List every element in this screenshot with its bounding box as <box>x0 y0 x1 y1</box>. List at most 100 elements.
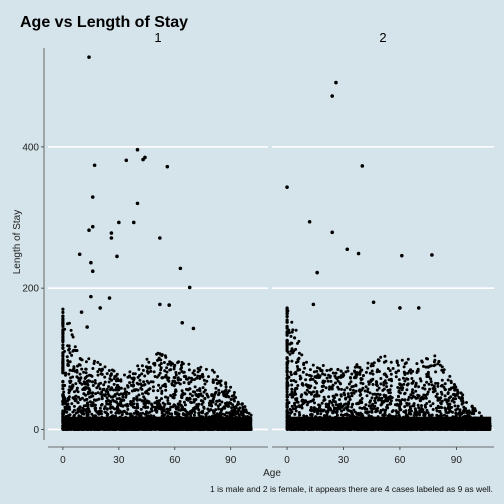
data-point <box>396 386 400 389</box>
data-point <box>394 375 398 379</box>
data-point <box>137 393 141 397</box>
data-point <box>156 389 160 393</box>
data-point <box>122 409 126 413</box>
data-point <box>66 359 70 363</box>
data-point <box>96 384 100 388</box>
data-point <box>113 394 117 398</box>
data-point <box>140 387 144 391</box>
data-point <box>425 372 429 376</box>
data-point <box>126 407 130 411</box>
data-point <box>383 354 387 358</box>
x-axis-label: Age <box>263 468 281 479</box>
data-point <box>67 405 71 409</box>
data-point <box>415 369 419 373</box>
data-point <box>375 388 379 392</box>
data-point <box>217 388 221 392</box>
data-point <box>181 362 185 366</box>
data-point <box>84 409 88 413</box>
data-point <box>75 375 79 379</box>
data-point <box>178 403 182 406</box>
data-point <box>146 371 150 375</box>
data-point <box>304 400 307 404</box>
data-point <box>477 411 481 415</box>
data-point <box>345 386 349 390</box>
data-point <box>86 392 90 396</box>
data-point <box>146 392 150 396</box>
data-point <box>165 366 169 370</box>
data-point <box>300 382 304 385</box>
data-point <box>178 400 182 403</box>
data-point <box>166 414 170 418</box>
outlier-point <box>98 306 103 310</box>
data-point <box>158 371 162 375</box>
data-point <box>108 377 112 381</box>
data-point <box>294 392 298 396</box>
data-point <box>162 405 166 409</box>
data-point <box>403 405 407 409</box>
data-point <box>439 384 443 388</box>
data-point <box>139 407 143 411</box>
data-point <box>423 403 427 407</box>
data-point <box>348 376 352 379</box>
data-point <box>158 403 162 407</box>
data-point <box>403 398 407 402</box>
data-point <box>131 380 135 384</box>
data-point <box>315 376 318 379</box>
data-point <box>320 369 324 373</box>
data-point <box>76 364 79 368</box>
data-point <box>172 393 176 397</box>
data-point <box>110 368 114 372</box>
data-point <box>61 409 65 413</box>
outlier-point <box>135 147 140 152</box>
data-point <box>439 401 443 405</box>
data-point <box>378 411 382 415</box>
data-point <box>446 391 450 395</box>
data-point <box>443 398 447 402</box>
data-point <box>423 383 426 387</box>
data-point <box>341 372 345 376</box>
data-point <box>216 375 220 378</box>
data-point <box>215 412 219 416</box>
data-point <box>325 376 329 380</box>
data-point <box>417 394 421 398</box>
data-point <box>352 391 356 395</box>
data-point <box>161 376 165 380</box>
data-point <box>291 328 295 332</box>
data-point <box>365 394 369 398</box>
data-point <box>230 414 234 418</box>
data-point <box>105 414 109 417</box>
data-point <box>166 399 170 402</box>
data-point <box>441 370 445 374</box>
data-point <box>329 379 333 383</box>
data-point <box>61 387 65 391</box>
data-point <box>377 386 381 390</box>
data-point <box>85 374 89 378</box>
data-point <box>336 385 340 389</box>
data-point <box>91 384 95 387</box>
data-point <box>96 391 100 395</box>
data-point <box>61 333 65 337</box>
data-point <box>159 368 163 372</box>
data-point <box>185 387 188 391</box>
data-point <box>327 407 331 411</box>
data-point <box>443 382 447 386</box>
data-point <box>90 412 94 416</box>
data-point <box>117 397 121 400</box>
data-point <box>164 395 167 399</box>
data-point <box>227 395 231 399</box>
data-point <box>214 408 218 412</box>
data-point <box>88 379 92 383</box>
data-point <box>206 394 209 398</box>
data-point <box>297 411 301 414</box>
data-point <box>446 402 450 406</box>
data-point <box>192 406 196 410</box>
data-point <box>166 362 170 366</box>
data-point <box>105 372 109 376</box>
data-point <box>87 387 91 391</box>
data-point <box>297 351 301 355</box>
data-point <box>112 399 116 403</box>
data-point <box>149 380 153 384</box>
data-point <box>79 410 83 414</box>
data-point <box>177 408 181 412</box>
data-point <box>66 344 70 348</box>
